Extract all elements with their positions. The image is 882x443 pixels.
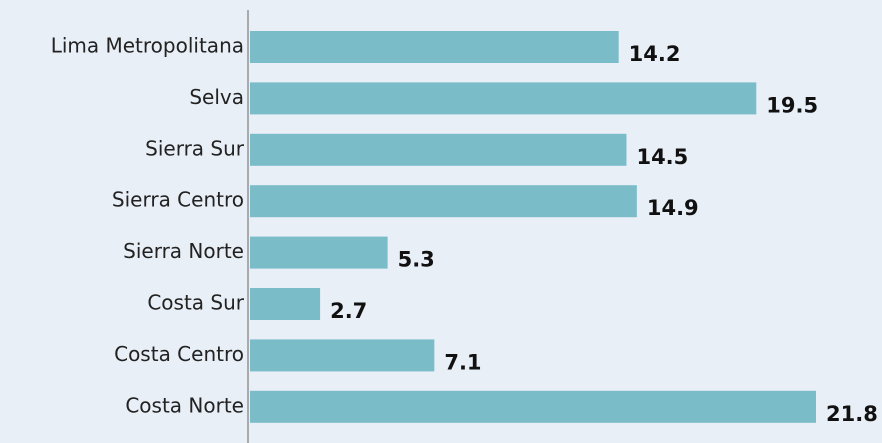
value-label: 2.7: [330, 299, 367, 323]
bar: [250, 236, 388, 269]
value-label: 14.9: [647, 196, 699, 220]
category-label: Sierra Norte: [123, 239, 244, 263]
bar: [250, 31, 619, 63]
category-label: Costa Centro: [114, 342, 244, 366]
category-label: Sierra Centro: [112, 188, 244, 212]
bar: [250, 82, 757, 115]
bar: [250, 288, 321, 320]
category-label: Costa Norte: [125, 393, 244, 417]
category-label: Lima Metropolitana: [51, 34, 244, 58]
value-label: 7.1: [444, 350, 481, 374]
category-label: Sierra Sur: [145, 136, 245, 160]
value-label: 19.5: [766, 93, 818, 117]
bar: [250, 339, 435, 372]
value-label: 14.5: [636, 145, 688, 169]
value-label: 14.2: [629, 42, 681, 66]
category-label: Selva: [189, 85, 244, 109]
value-label: 21.8: [826, 402, 878, 426]
bar: [250, 390, 816, 423]
bar: [250, 185, 637, 218]
bar: [250, 133, 627, 166]
category-label: Costa Sur: [147, 291, 244, 315]
value-label: 5.3: [398, 248, 435, 272]
